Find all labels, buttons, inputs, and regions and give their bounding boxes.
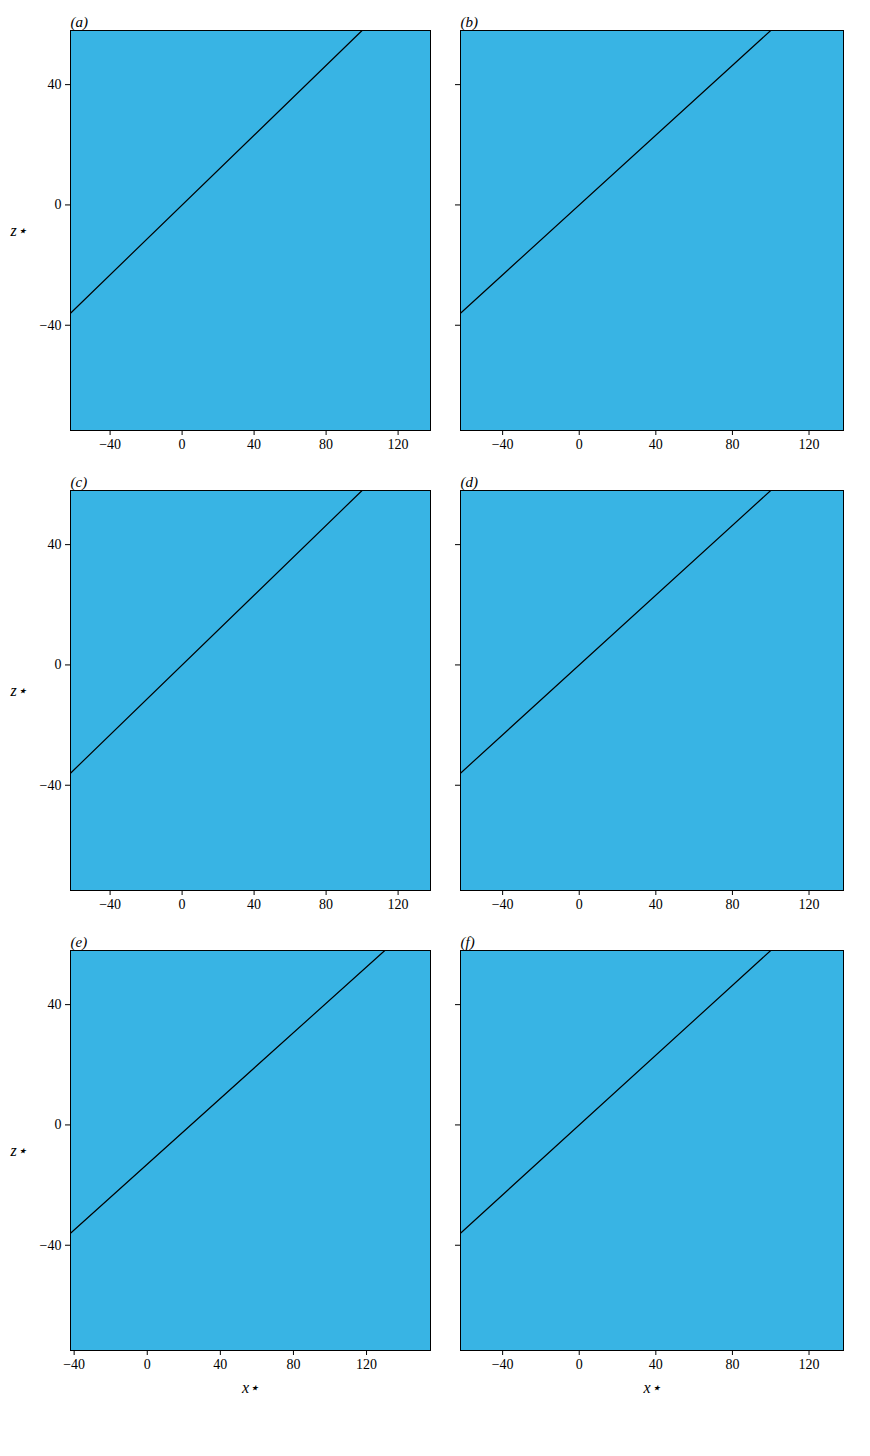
svg-text:120: 120 — [388, 897, 409, 912]
svg-text:(f): (f) — [461, 934, 475, 951]
svg-text:40: 40 — [247, 437, 261, 452]
svg-text:−40: −40 — [492, 437, 514, 452]
svg-text:40: 40 — [649, 897, 663, 912]
svg-text:(a): (a) — [71, 14, 89, 31]
svg-text:40: 40 — [213, 1357, 227, 1372]
svg-text:120: 120 — [356, 1357, 377, 1372]
svg-text:80: 80 — [725, 1357, 739, 1372]
svg-text:−40: −40 — [492, 897, 514, 912]
svg-text:120: 120 — [799, 1357, 820, 1372]
svg-text:−40: −40 — [40, 318, 62, 333]
svg-text:40: 40 — [649, 437, 663, 452]
svg-text:(e): (e) — [71, 934, 88, 951]
svg-text:0: 0 — [55, 657, 62, 672]
svg-text:0: 0 — [144, 1357, 151, 1372]
svg-text:0: 0 — [179, 897, 186, 912]
svg-text:−40: −40 — [99, 897, 121, 912]
svg-text:40: 40 — [48, 537, 62, 552]
svg-text:40: 40 — [48, 77, 62, 92]
svg-text:(d): (d) — [461, 474, 479, 491]
svg-text:−40: −40 — [40, 1238, 62, 1253]
svg-text:0: 0 — [179, 437, 186, 452]
svg-text:−40: −40 — [40, 778, 62, 793]
svg-text:x⋆: x⋆ — [241, 1379, 259, 1396]
svg-text:0: 0 — [576, 437, 583, 452]
svg-text:(b): (b) — [461, 14, 479, 31]
svg-text:40: 40 — [247, 897, 261, 912]
svg-text:40: 40 — [649, 1357, 663, 1372]
svg-text:0: 0 — [576, 1357, 583, 1372]
svg-text:z⋆: z⋆ — [9, 222, 26, 239]
svg-text:120: 120 — [799, 897, 820, 912]
svg-text:120: 120 — [799, 437, 820, 452]
svg-text:0: 0 — [55, 197, 62, 212]
svg-text:−40: −40 — [63, 1357, 85, 1372]
svg-text:0: 0 — [55, 1117, 62, 1132]
svg-text:z⋆: z⋆ — [9, 682, 26, 699]
svg-text:(c): (c) — [71, 474, 88, 491]
svg-text:−40: −40 — [492, 1357, 514, 1372]
svg-text:−40: −40 — [99, 437, 121, 452]
svg-text:x⋆: x⋆ — [642, 1379, 660, 1396]
svg-text:80: 80 — [319, 897, 333, 912]
svg-text:80: 80 — [725, 437, 739, 452]
svg-text:80: 80 — [725, 897, 739, 912]
svg-text:0: 0 — [576, 897, 583, 912]
svg-text:120: 120 — [388, 437, 409, 452]
svg-text:z⋆: z⋆ — [9, 1142, 26, 1159]
svg-text:80: 80 — [319, 437, 333, 452]
svg-text:80: 80 — [286, 1357, 300, 1372]
svg-text:40: 40 — [48, 997, 62, 1012]
